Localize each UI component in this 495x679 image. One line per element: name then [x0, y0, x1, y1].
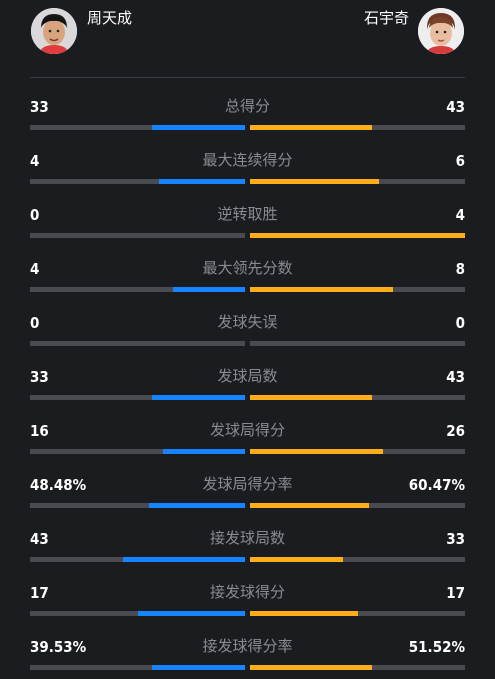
stat-label: 发球局数 [217, 368, 278, 385]
stat-label: 发球局得分 [209, 422, 285, 439]
stat-right-bar [250, 179, 465, 184]
match-header: 周天成 石宇奇 [0, 0, 495, 78]
stat-right-value: 43 [446, 98, 465, 116]
stat-right-bar [250, 503, 465, 508]
stat-left-bar [30, 557, 245, 562]
stat-left-value: 17 [30, 584, 49, 602]
stat-left-bar-fill [149, 503, 245, 508]
stat-left-value: 43 [30, 530, 49, 548]
stat-row: 39.53% 接发球得分率 51.52% [0, 638, 495, 678]
stat-left-bar-fill [159, 179, 245, 184]
stat-row: 4 最大领先分数 8 [0, 260, 495, 300]
stat-right-value: 33 [446, 530, 465, 548]
stat-left-bar [30, 125, 245, 130]
stat-left-value: 33 [30, 368, 49, 386]
stat-row: 17 接发球得分 17 [0, 584, 495, 624]
stat-left-bar [30, 395, 245, 400]
stat-left-value: 33 [30, 98, 49, 116]
stat-row: 48.48% 发球局得分率 60.47% [0, 476, 495, 516]
stat-left-bar-fill [137, 611, 245, 616]
stat-label: 接发球局数 [209, 530, 285, 547]
stat-right-bar [250, 287, 465, 292]
stat-right-value: 8 [455, 260, 465, 278]
stat-left-value: 16 [30, 422, 49, 440]
stat-right-bar-fill [250, 125, 372, 130]
stat-left-value: 48.48% [30, 476, 87, 494]
stat-label: 接发球得分率 [202, 638, 293, 655]
stat-left-bar [30, 233, 245, 238]
stat-right-bar-fill [250, 449, 384, 454]
stat-left-bar [30, 665, 245, 670]
stat-left-bar-fill [163, 449, 245, 454]
stat-right-value: 4 [455, 206, 465, 224]
stat-left-value: 0 [30, 314, 40, 332]
stat-right-value: 51.52% [408, 638, 465, 656]
stat-right-bar-fill [250, 665, 372, 670]
player-left-name[interactable]: 周天成 [87, 10, 133, 27]
stat-row: 0 发球失误 0 [0, 314, 495, 354]
stat-left-value: 4 [30, 260, 40, 278]
stat-left-bar [30, 503, 245, 508]
player-right-avatar[interactable] [418, 8, 464, 54]
stat-left-bar-fill [123, 557, 245, 562]
stat-right-bar-fill [250, 395, 372, 400]
header-divider [30, 77, 465, 78]
stat-right-bar [250, 557, 465, 562]
stat-row: 0 逆转取胜 4 [0, 206, 495, 246]
stat-right-bar-fill [250, 611, 358, 616]
stat-right-bar [250, 395, 465, 400]
stat-left-bar [30, 287, 245, 292]
stat-right-bar [250, 665, 465, 670]
stat-row: 16 发球局得分 26 [0, 422, 495, 462]
stat-right-bar [250, 449, 465, 454]
stat-left-bar-fill [151, 395, 245, 400]
player-left-avatar[interactable] [31, 8, 77, 54]
stat-right-bar-fill [250, 179, 379, 184]
stat-left-value: 0 [30, 206, 40, 224]
stat-right-value: 43 [446, 368, 465, 386]
stat-row: 43 接发球局数 33 [0, 530, 495, 570]
stat-right-bar-fill [250, 233, 465, 238]
stat-label: 接发球得分 [209, 584, 285, 601]
stat-right-bar [250, 611, 465, 616]
stat-label: 最大领先分数 [202, 260, 293, 277]
stat-right-bar [250, 233, 465, 238]
stat-row: 33 发球局数 43 [0, 368, 495, 408]
stat-label: 发球失误 [217, 314, 278, 331]
stat-row: 33 总得分 43 [0, 98, 495, 138]
stat-left-bar-fill [173, 287, 245, 292]
stat-right-value: 60.47% [408, 476, 465, 494]
stat-row: 4 最大连续得分 6 [0, 152, 495, 192]
stat-left-bar [30, 179, 245, 184]
stat-right-value: 0 [455, 314, 465, 332]
player-right-name[interactable]: 石宇奇 [363, 10, 409, 27]
stat-label: 发球局得分率 [202, 476, 293, 493]
stat-right-bar-fill [250, 287, 394, 292]
stat-label: 逆转取胜 [217, 206, 278, 223]
stat-right-value: 6 [455, 152, 465, 170]
stat-left-bar-fill [151, 125, 245, 130]
stat-left-value: 4 [30, 152, 40, 170]
stat-right-bar [250, 341, 465, 346]
stat-left-bar [30, 449, 245, 454]
stat-right-value: 26 [446, 422, 465, 440]
stat-left-bar [30, 341, 245, 346]
stat-label: 总得分 [224, 98, 270, 115]
stat-right-bar-fill [250, 503, 370, 508]
stat-left-bar-fill [151, 665, 245, 670]
stat-left-bar [30, 611, 245, 616]
stat-right-bar [250, 125, 465, 130]
stat-left-value: 39.53% [30, 638, 87, 656]
stat-right-value: 17 [446, 584, 465, 602]
stat-right-bar-fill [250, 557, 344, 562]
stat-label: 最大连续得分 [202, 152, 293, 169]
